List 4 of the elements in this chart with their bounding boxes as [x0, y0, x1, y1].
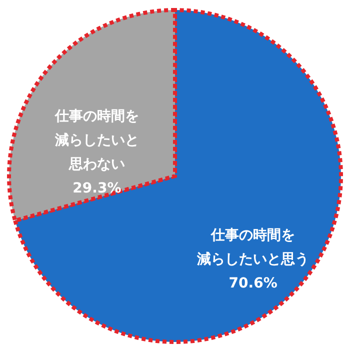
data-label: 29.3% [72, 180, 122, 197]
data-label: 70.6% [228, 275, 278, 292]
slice-label: 仕事の時間を減らしたいと思わない [54, 108, 139, 173]
slice-label: 仕事の時間を減らしたいと思う [196, 227, 310, 268]
